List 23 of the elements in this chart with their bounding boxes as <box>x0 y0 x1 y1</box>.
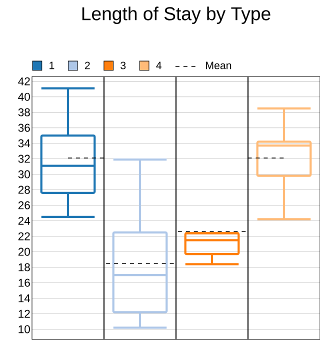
y-tick-label: 34 <box>18 139 30 148</box>
legend-label: 2 <box>85 62 90 70</box>
y-tick-label: 38 <box>18 108 30 116</box>
legend-label: 3 <box>120 62 126 70</box>
y-tick-label: 20 <box>18 248 30 256</box>
y-tick-label: 16 <box>18 278 30 287</box>
y-tick-label: 42 <box>18 77 30 86</box>
legend-label: Mean <box>206 62 232 70</box>
y-tick-label: 26 <box>18 201 30 210</box>
y-tick-label: 40 <box>18 92 30 101</box>
y-tick-label: 24 <box>18 216 30 225</box>
chart-title: Length of Stay by Type <box>82 6 270 24</box>
legend-label: 4 <box>156 62 162 70</box>
y-tick-label: 12 <box>18 310 30 318</box>
y-tick-label: 14 <box>18 294 30 302</box>
y-tick-label: 32 <box>18 154 30 163</box>
y-tick-label: 22 <box>18 232 30 240</box>
y-tick-label: 10 <box>18 325 30 334</box>
y-tick-label: 36 <box>18 124 30 132</box>
y-tick-label: 18 <box>18 263 30 272</box>
legend-label: 1 <box>50 62 54 70</box>
y-tick-label: 30 <box>18 170 30 178</box>
y-tick-label: 28 <box>18 186 30 194</box>
